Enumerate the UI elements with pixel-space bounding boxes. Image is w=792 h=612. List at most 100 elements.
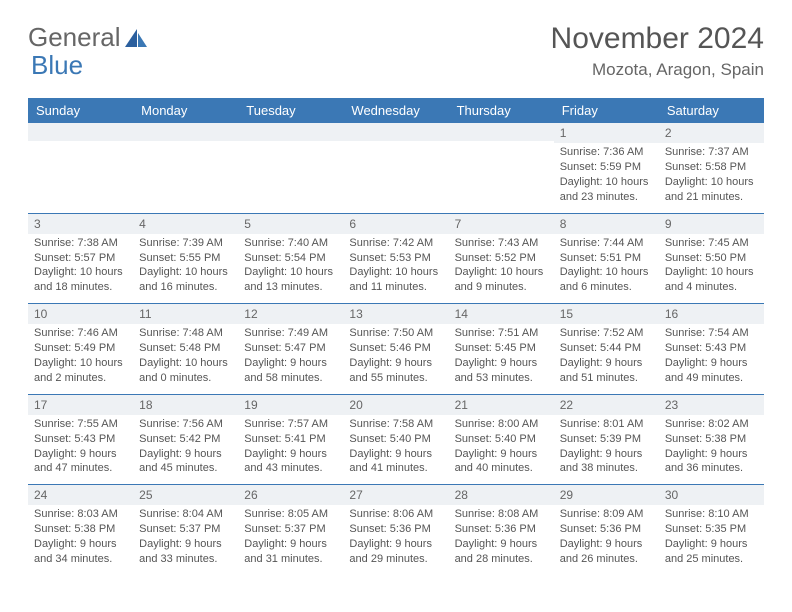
sunset-text: Sunset: 5:36 PM (349, 522, 442, 537)
header: General November 2024 Mozota, Aragon, Sp… (28, 22, 764, 80)
sunset-text: Sunset: 5:50 PM (665, 251, 758, 266)
empty-day-head (28, 123, 133, 141)
day-cell: 25Sunrise: 8:04 AMSunset: 5:37 PMDayligh… (133, 485, 238, 575)
day-number: 22 (554, 395, 659, 415)
empty-day-head (133, 123, 238, 141)
sunset-text: Sunset: 5:48 PM (139, 341, 232, 356)
daylight-text: Daylight: 9 hours and 47 minutes. (34, 447, 127, 477)
day-cell (449, 123, 554, 213)
day-number: 3 (28, 214, 133, 234)
daylight-text: Daylight: 10 hours and 4 minutes. (665, 265, 758, 295)
daylight-text: Daylight: 9 hours and 49 minutes. (665, 356, 758, 386)
day-cell: 10Sunrise: 7:46 AMSunset: 5:49 PMDayligh… (28, 304, 133, 394)
daylight-text: Daylight: 9 hours and 25 minutes. (665, 537, 758, 567)
day-cell (343, 123, 448, 213)
sunset-text: Sunset: 5:37 PM (139, 522, 232, 537)
day-number: 27 (343, 485, 448, 505)
daylight-text: Daylight: 9 hours and 58 minutes. (244, 356, 337, 386)
sunrise-text: Sunrise: 7:57 AM (244, 417, 337, 432)
day-number: 20 (343, 395, 448, 415)
daylight-text: Daylight: 10 hours and 6 minutes. (560, 265, 653, 295)
day-number: 6 (343, 214, 448, 234)
sunset-text: Sunset: 5:45 PM (455, 341, 548, 356)
day-cell: 11Sunrise: 7:48 AMSunset: 5:48 PMDayligh… (133, 304, 238, 394)
day-number: 21 (449, 395, 554, 415)
col-wednesday: Wednesday (343, 98, 448, 123)
sunset-text: Sunset: 5:57 PM (34, 251, 127, 266)
calendar-header-row: Sunday Monday Tuesday Wednesday Thursday… (28, 98, 764, 123)
sunset-text: Sunset: 5:53 PM (349, 251, 442, 266)
daylight-text: Daylight: 9 hours and 31 minutes. (244, 537, 337, 567)
daylight-text: Daylight: 9 hours and 55 minutes. (349, 356, 442, 386)
sunset-text: Sunset: 5:41 PM (244, 432, 337, 447)
daylight-text: Daylight: 9 hours and 51 minutes. (560, 356, 653, 386)
day-number: 2 (659, 123, 764, 143)
sunrise-text: Sunrise: 7:58 AM (349, 417, 442, 432)
day-number: 19 (238, 395, 343, 415)
sunrise-text: Sunrise: 7:36 AM (560, 145, 653, 160)
daylight-text: Daylight: 9 hours and 36 minutes. (665, 447, 758, 477)
sunrise-text: Sunrise: 8:02 AM (665, 417, 758, 432)
sunrise-text: Sunrise: 7:45 AM (665, 236, 758, 251)
col-monday: Monday (133, 98, 238, 123)
sunset-text: Sunset: 5:43 PM (665, 341, 758, 356)
sunset-text: Sunset: 5:36 PM (560, 522, 653, 537)
daylight-text: Daylight: 10 hours and 16 minutes. (139, 265, 232, 295)
sunset-text: Sunset: 5:37 PM (244, 522, 337, 537)
sunrise-text: Sunrise: 7:37 AM (665, 145, 758, 160)
week-row: 1Sunrise: 7:36 AMSunset: 5:59 PMDaylight… (28, 123, 764, 214)
day-cell: 20Sunrise: 7:58 AMSunset: 5:40 PMDayligh… (343, 395, 448, 485)
daylight-text: Daylight: 10 hours and 0 minutes. (139, 356, 232, 386)
day-cell: 7Sunrise: 7:43 AMSunset: 5:52 PMDaylight… (449, 214, 554, 304)
sunrise-text: Sunrise: 7:52 AM (560, 326, 653, 341)
sunset-text: Sunset: 5:54 PM (244, 251, 337, 266)
day-cell: 4Sunrise: 7:39 AMSunset: 5:55 PMDaylight… (133, 214, 238, 304)
sunrise-text: Sunrise: 7:40 AM (244, 236, 337, 251)
daylight-text: Daylight: 10 hours and 2 minutes. (34, 356, 127, 386)
sunrise-text: Sunrise: 8:00 AM (455, 417, 548, 432)
sunrise-text: Sunrise: 7:46 AM (34, 326, 127, 341)
month-title: November 2024 (551, 22, 764, 56)
day-cell: 14 Sunrise: 7:51 AMSunset: 5:45 PMDayligh… (449, 304, 554, 394)
day-cell: 2Sunrise: 7:37 AMSunset: 5:58 PMDaylight… (659, 123, 764, 213)
day-cell: 15Sunrise: 7:52 AMSunset: 5:44 PMDayligh… (554, 304, 659, 394)
sunset-text: Sunset: 5:40 PM (349, 432, 442, 447)
daylight-text: Daylight: 9 hours and 53 minutes. (455, 356, 548, 386)
sunrise-text: Sunrise: 7:50 AM (349, 326, 442, 341)
sunset-text: Sunset: 5:43 PM (34, 432, 127, 447)
sunrise-text: Sunrise: 7:55 AM (34, 417, 127, 432)
day-cell: 21 Sunrise: 8:00 AMSunset: 5:40 PMDayligh… (449, 395, 554, 485)
day-number: 18 (133, 395, 238, 415)
sunset-text: Sunset: 5:40 PM (455, 432, 548, 447)
logo-word2: Blue (31, 50, 83, 81)
day-number: 7 (449, 214, 554, 234)
day-cell: 13 Sunrise: 7:50 AMSunset: 5:46 PMDayligh… (343, 304, 448, 394)
sunrise-text: Sunrise: 8:09 AM (560, 507, 653, 522)
empty-day-head (343, 123, 448, 141)
day-number: 14 (449, 304, 554, 324)
sunrise-text: Sunrise: 7:38 AM (34, 236, 127, 251)
sunset-text: Sunset: 5:38 PM (34, 522, 127, 537)
day-cell: 1Sunrise: 7:36 AMSunset: 5:59 PMDaylight… (554, 123, 659, 213)
sunrise-text: Sunrise: 7:39 AM (139, 236, 232, 251)
day-cell: 5Sunrise: 7:40 AMSunset: 5:54 PMDaylight… (238, 214, 343, 304)
day-cell: 16Sunrise: 7:54 AMSunset: 5:43 PMDayligh… (659, 304, 764, 394)
day-number: 13 (343, 304, 448, 324)
daylight-text: Daylight: 9 hours and 34 minutes. (34, 537, 127, 567)
sunset-text: Sunset: 5:59 PM (560, 160, 653, 175)
daylight-text: Daylight: 9 hours and 40 minutes. (455, 447, 548, 477)
sunset-text: Sunset: 5:46 PM (349, 341, 442, 356)
sunrise-text: Sunrise: 7:51 AM (455, 326, 548, 341)
day-number: 25 (133, 485, 238, 505)
day-cell: 30Sunrise: 8:10 AMSunset: 5:35 PMDayligh… (659, 485, 764, 575)
sunrise-text: Sunrise: 8:03 AM (34, 507, 127, 522)
day-cell: 29Sunrise: 8:09 AMSunset: 5:36 PMDayligh… (554, 485, 659, 575)
day-number: 8 (554, 214, 659, 234)
day-cell (133, 123, 238, 213)
sunrise-text: Sunrise: 8:01 AM (560, 417, 653, 432)
day-cell (28, 123, 133, 213)
daylight-text: Daylight: 9 hours and 43 minutes. (244, 447, 337, 477)
col-saturday: Saturday (659, 98, 764, 123)
empty-day-head (449, 123, 554, 141)
sunrise-text: Sunrise: 7:54 AM (665, 326, 758, 341)
